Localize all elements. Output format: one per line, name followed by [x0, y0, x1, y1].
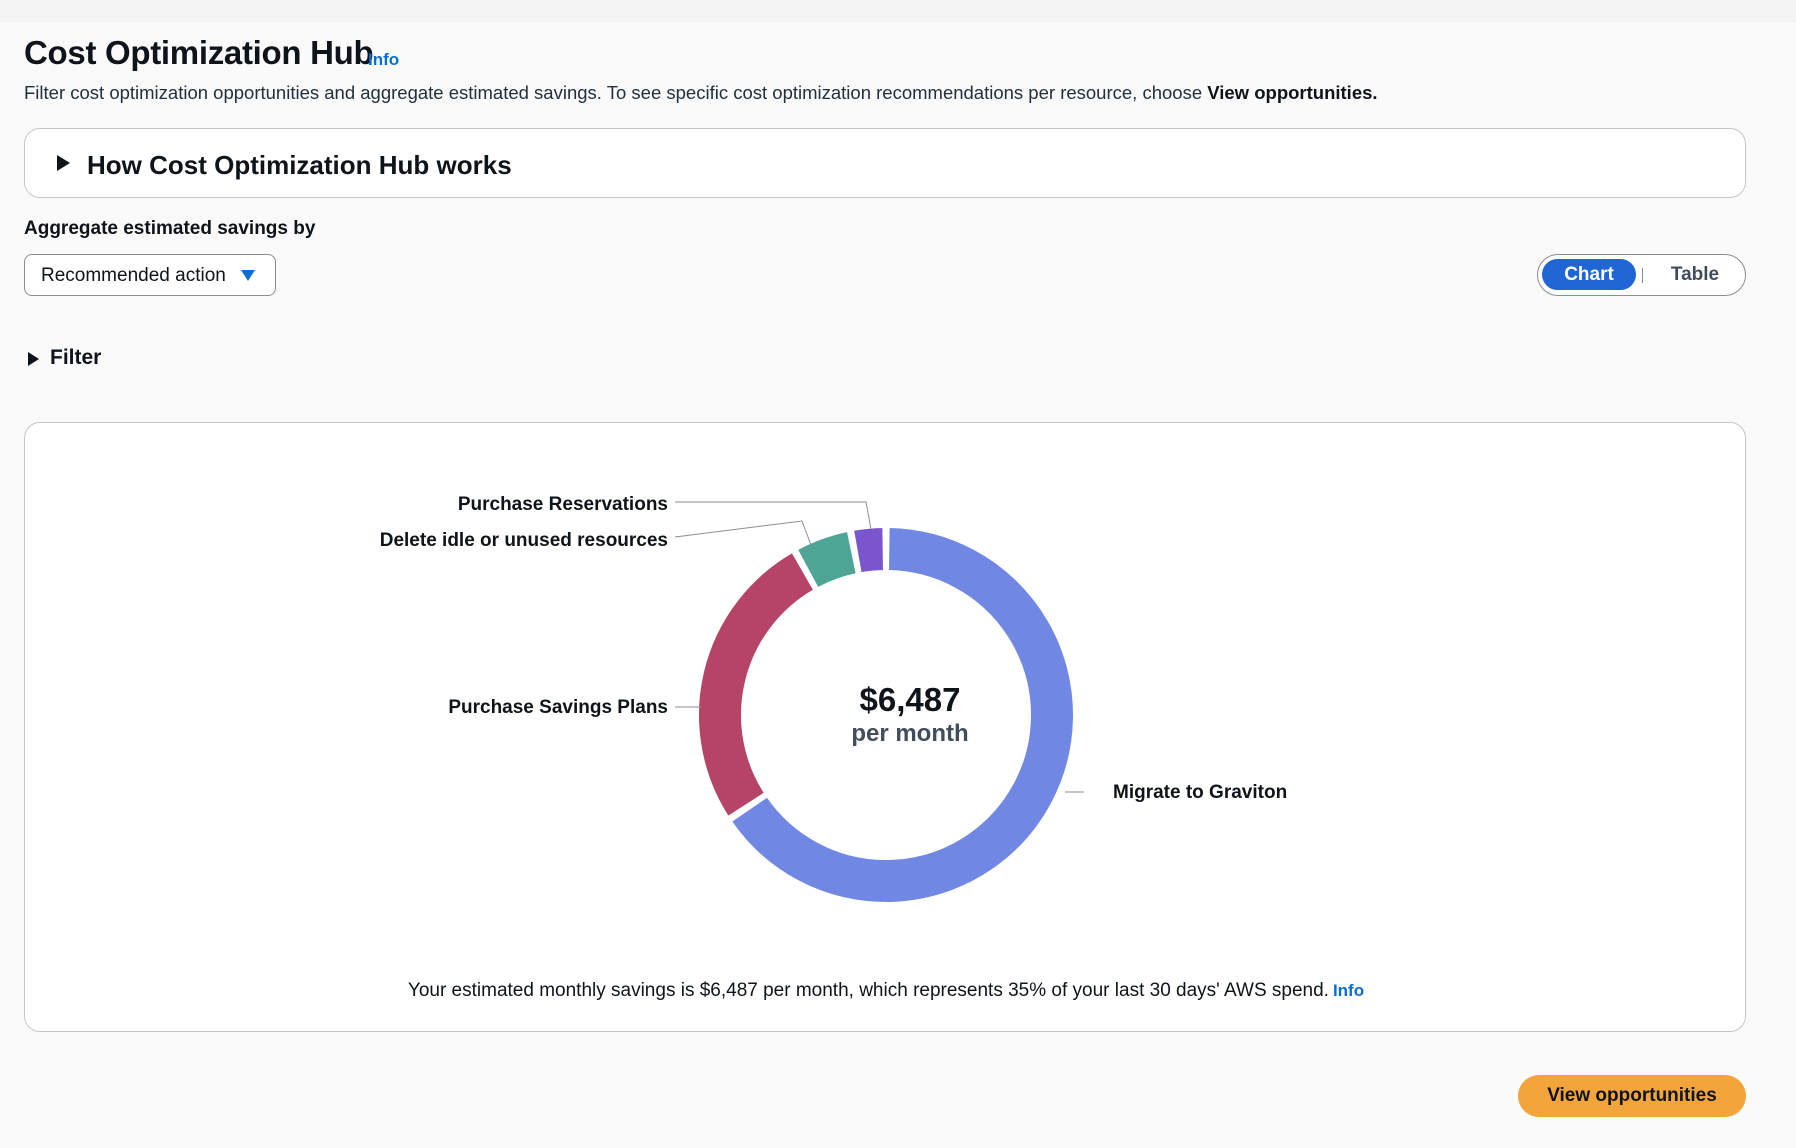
savings-summary: Your estimated monthly savings is $6,487… [25, 980, 1747, 1002]
donut-slice-purchase-reservations[interactable] [852, 526, 885, 575]
donut-slice-delete-idle-or-unused-resources[interactable] [795, 529, 858, 590]
view-toggle: Chart Table [1537, 254, 1746, 296]
donut-center-value: $6,487 [859, 681, 961, 718]
donut-slice-migrate-to-graviton[interactable] [729, 526, 1075, 904]
donut-label-purchase-savings-plans: Purchase Savings Plans [448, 697, 668, 718]
donut-label-migrate-to-graviton: Migrate to Graviton [1113, 782, 1287, 803]
savings-summary-text: Your estimated monthly savings is $6,487… [407, 980, 1329, 1001]
toggle-divider [1642, 268, 1643, 283]
page-description: Filter cost optimization opportunities a… [24, 82, 1378, 104]
savings-chart-card: Migrate to Graviton Purchase Savings Plan… [24, 422, 1746, 1032]
toggle-chart-button[interactable]: Chart [1542, 259, 1636, 290]
title-info-link[interactable]: Info [368, 50, 400, 69]
donut-center-unit: per month [851, 720, 969, 747]
description-emphasis: View opportunities. [1207, 82, 1378, 103]
aggregate-select-value: Recommended action [41, 265, 226, 286]
how-it-works-title: How Cost Optimization Hub works [87, 150, 512, 180]
summary-info-link[interactable]: Info [1332, 981, 1365, 1000]
savings-donut-chart: Migrate to Graviton Purchase Savings Plan… [380, 494, 1287, 904]
donut-slice-purchase-savings-plans[interactable] [697, 551, 816, 818]
page-title: Cost Optimization Hub [24, 34, 374, 71]
filter-caret-right-icon[interactable] [28, 352, 39, 366]
caret-right-icon [57, 155, 70, 171]
view-opportunities-button[interactable]: View opportunities [1518, 1075, 1746, 1117]
leader-line-delete-idle-or-unused-resources [674, 520, 812, 546]
description-text: Filter cost optimization opportunities a… [24, 82, 1208, 103]
toggle-table-button[interactable]: Table [1670, 263, 1720, 285]
aggregate-label: Aggregate estimated savings by [24, 218, 316, 239]
top-bar [0, 0, 1796, 22]
aggregate-select[interactable]: Recommended action [24, 254, 276, 296]
caret-down-icon [241, 270, 255, 281]
leader-line-purchase-reservations [675, 501, 872, 530]
how-it-works-expander[interactable]: How Cost Optimization Hub works [24, 128, 1746, 198]
donut-label-delete-idle-or-unused-resources: Delete idle or unused resources [380, 530, 668, 551]
filter-toggle[interactable]: Filter [50, 346, 102, 369]
donut-label-purchase-reservations: Purchase Reservations [458, 494, 668, 515]
